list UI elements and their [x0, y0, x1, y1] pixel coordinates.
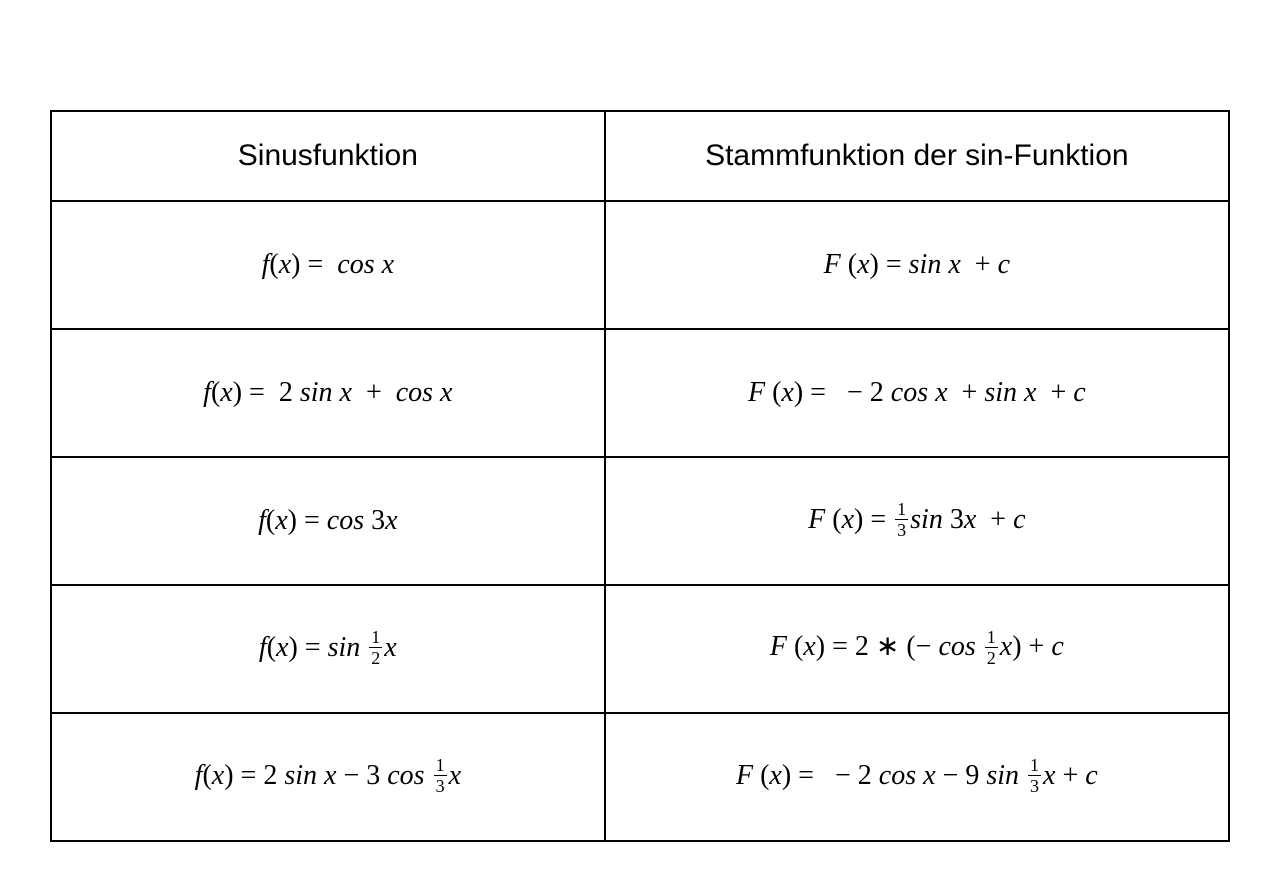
table-body: f(x) = cos x F (x) = sin x + c f(x) = 2 …	[51, 201, 1229, 841]
table-row: f(x) = cos x F (x) = sin x + c	[51, 201, 1229, 329]
column-header-function: Sinusfunktion	[51, 111, 605, 201]
column-header-antiderivative: Stammfunktion der sin-Funktion	[605, 111, 1229, 201]
table-row: f(x) = sin 12x F (x) = 2 ∗ (− cos 12x) +…	[51, 585, 1229, 713]
function-cell: f(x) = cos x	[51, 201, 605, 329]
table-row: f(x) = cos 3x F (x) = 13sin 3x + c	[51, 457, 1229, 585]
antiderivative-cell: F (x) = − 2 cos x + sin x + c	[605, 329, 1229, 457]
function-cell: f(x) = 2 sin x + cos x	[51, 329, 605, 457]
function-cell: f(x) = 2 sin x − 3 cos 13x	[51, 713, 605, 841]
function-cell: f(x) = cos 3x	[51, 457, 605, 585]
antiderivative-cell: F (x) = 13sin 3x + c	[605, 457, 1229, 585]
table-row: f(x) = 2 sin x − 3 cos 13x F (x) = − 2 c…	[51, 713, 1229, 841]
table-header-row: Sinusfunktion Stammfunktion der sin-Funk…	[51, 111, 1229, 201]
antiderivative-cell: F (x) = sin x + c	[605, 201, 1229, 329]
function-cell: f(x) = sin 12x	[51, 585, 605, 713]
antiderivative-table: Sinusfunktion Stammfunktion der sin-Funk…	[50, 110, 1230, 842]
table-row: f(x) = 2 sin x + cos x F (x) = − 2 cos x…	[51, 329, 1229, 457]
antiderivative-cell: F (x) = − 2 cos x − 9 sin 13x + c	[605, 713, 1229, 841]
antiderivative-cell: F (x) = 2 ∗ (− cos 12x) + c	[605, 585, 1229, 713]
